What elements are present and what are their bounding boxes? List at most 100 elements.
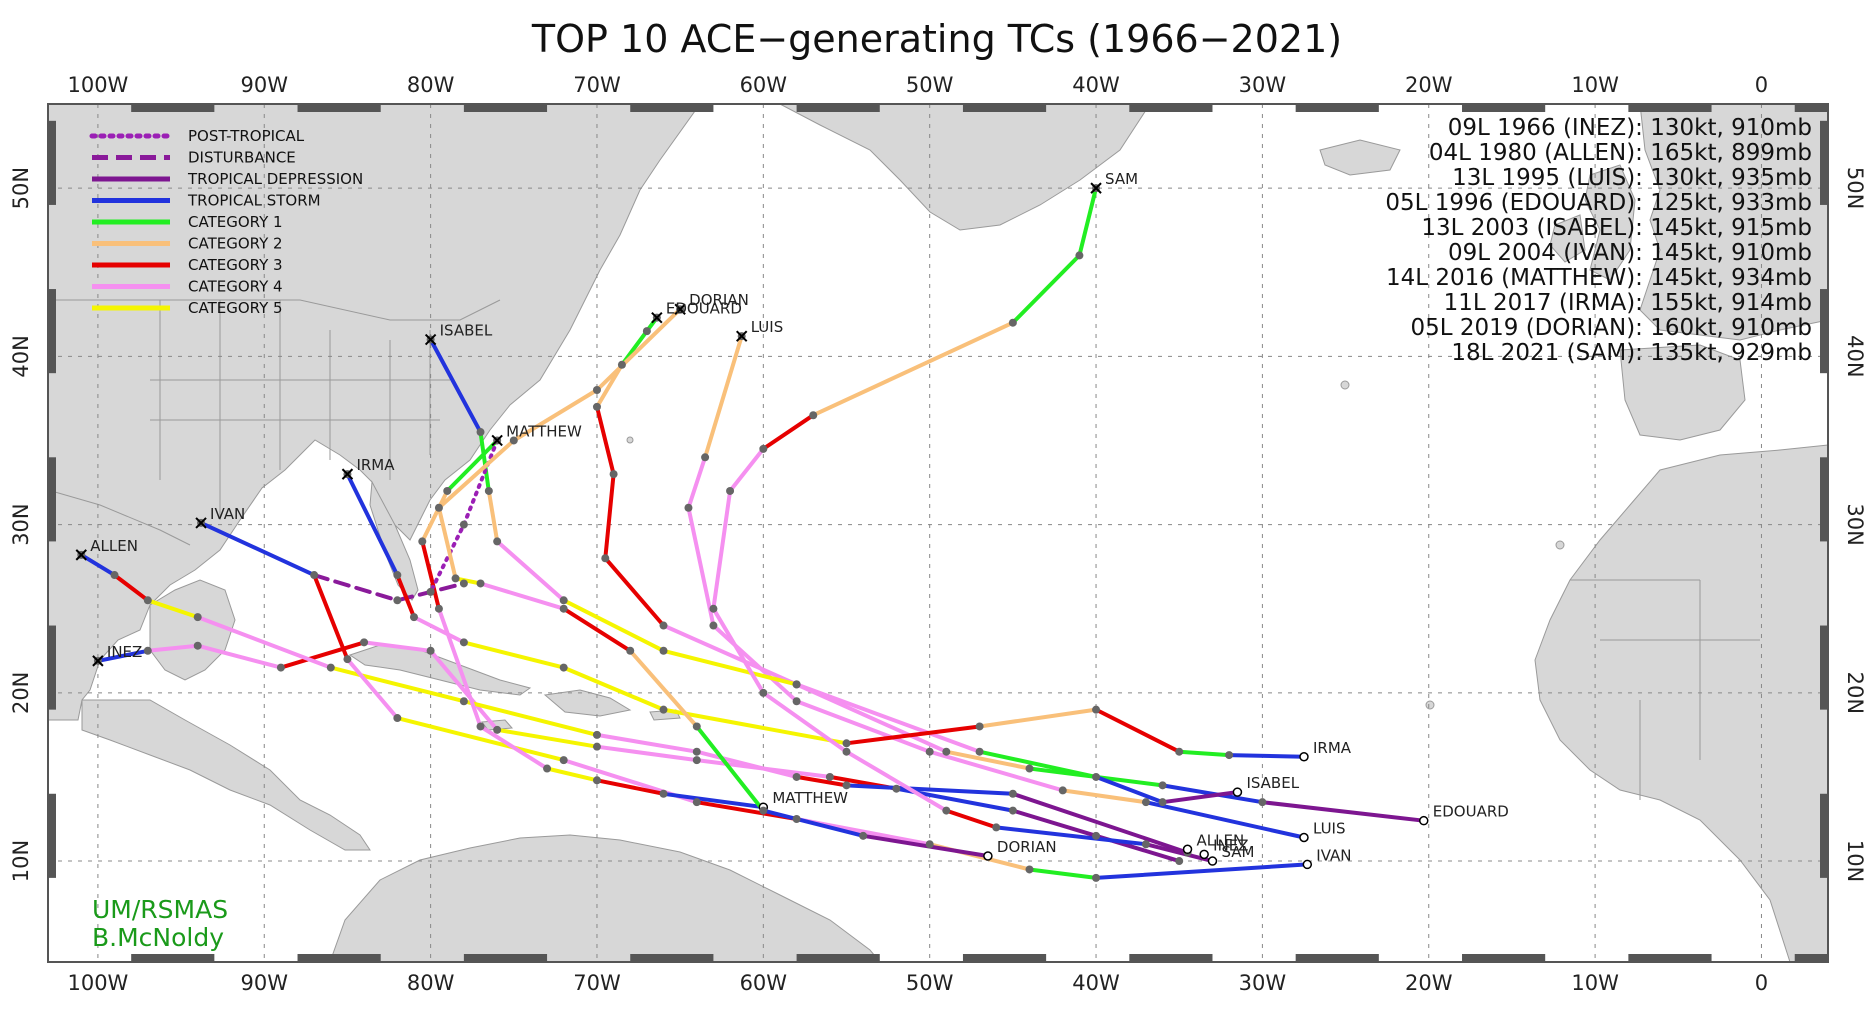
track-segment-td xyxy=(1010,791,1190,855)
track-point xyxy=(1008,806,1017,815)
frame-band-bottom-9 xyxy=(796,954,880,963)
frame-band-top-19 xyxy=(1628,103,1712,112)
frame-band-top-13 xyxy=(1129,103,1213,112)
track-segment-c4 xyxy=(495,539,566,603)
track-segment-ts xyxy=(844,783,1015,796)
greenland xyxy=(779,104,1151,231)
track-point xyxy=(1075,251,1084,260)
frame-band-top-5 xyxy=(463,103,548,112)
track-point xyxy=(659,646,668,655)
track-point xyxy=(709,604,718,613)
frame-band-left-3 xyxy=(47,625,56,710)
track-segment-td xyxy=(1143,842,1215,864)
lon-tick-top-10: 0 xyxy=(1755,73,1768,97)
dissipation-marker-inez xyxy=(92,655,104,667)
track-segment-td xyxy=(1160,790,1240,805)
dissipation-marker-allen xyxy=(75,549,87,561)
lat-tick-left-4: 50N xyxy=(9,167,33,209)
frame-band-top-3 xyxy=(297,103,381,112)
track-point xyxy=(792,697,801,706)
storm-label-start-luis: LUIS xyxy=(1313,820,1346,838)
track-segment-c3 xyxy=(595,404,666,628)
track-segment-c3 xyxy=(794,774,849,788)
frame-band-left-9 xyxy=(47,120,56,205)
track-segment-ts xyxy=(994,825,1148,847)
track-point xyxy=(1225,751,1234,760)
dissipation-marker-sam xyxy=(1090,182,1102,194)
track-segment-c2 xyxy=(944,749,1032,771)
frame-band-bottom-19 xyxy=(1628,954,1712,963)
track-point xyxy=(1258,798,1267,807)
lon-tick-bottom-8: 20W xyxy=(1405,971,1453,995)
track-point xyxy=(343,655,352,664)
track-segment-td xyxy=(1260,800,1426,823)
lat-tick-left-0: 10N xyxy=(9,840,33,882)
track-segment-ts xyxy=(1227,753,1306,759)
track-point xyxy=(493,725,502,734)
summary-line-0: 09L 1966 (INEZ): 130kt, 910mb xyxy=(1448,115,1812,141)
summary-line-9: 18L 2021 (SAM): 135kt, 929mb xyxy=(1451,340,1812,366)
credit-author: B.McNoldy xyxy=(92,923,224,952)
track-segment-c1 xyxy=(1177,749,1232,758)
lat-tick-right-2: 30N xyxy=(1843,503,1867,545)
track-segment-c4 xyxy=(686,455,1065,793)
track-point xyxy=(842,747,851,756)
lon-tick-top-9: 10W xyxy=(1571,73,1619,97)
frame-band-left-1 xyxy=(47,793,56,878)
track-point xyxy=(642,327,651,336)
track-point xyxy=(1008,789,1017,798)
track-segment-c1 xyxy=(478,430,491,493)
storm-label-start-sam: SAM xyxy=(1221,843,1254,861)
storm-label-end-inez: INEZ xyxy=(107,643,142,661)
track-point xyxy=(975,747,984,756)
track-point xyxy=(493,537,502,546)
genesis-marker-luis xyxy=(1299,832,1309,843)
frame-band-top-9 xyxy=(796,103,880,112)
cape-verde xyxy=(1425,700,1435,710)
storm-label-end-irma: IRMA xyxy=(356,456,395,474)
storm-track-irma xyxy=(345,472,1306,759)
storm-label-start-ivan: IVAN xyxy=(1316,846,1351,864)
track-point xyxy=(434,503,443,512)
track-segment-c3 xyxy=(112,573,150,603)
genesis-marker-sam xyxy=(1207,856,1218,866)
legend-label-1: DISTURBANCE xyxy=(188,149,296,167)
frame-band-top-17 xyxy=(1462,103,1546,112)
africa-borders xyxy=(1570,579,1760,800)
track-point xyxy=(476,428,485,437)
lon-tick-top-3: 70W xyxy=(573,73,621,97)
track-point xyxy=(434,604,443,613)
track-point xyxy=(792,680,801,689)
lon-tick-bottom-7: 30W xyxy=(1239,971,1287,995)
track-point xyxy=(925,840,934,849)
hispaniola xyxy=(543,689,632,717)
legend: POST-TROPICAL DISTURBANCE TROPICAL DEPRESS… xyxy=(89,127,363,317)
storm-labels: INEZINEZALLENALLENLUISLUISEDOUARDEDOUARD… xyxy=(90,170,1509,864)
genesis-marker-allen xyxy=(1182,844,1193,855)
track-segment-c2 xyxy=(811,320,1015,418)
track-segment-c3 xyxy=(595,778,666,796)
storm-label-start-edouard: EDOUARD xyxy=(1433,803,1509,821)
track-segment-c4 xyxy=(345,657,400,721)
track-point xyxy=(1092,873,1101,882)
track-segment-c1 xyxy=(1027,867,1098,880)
frame-band-top-21 xyxy=(1794,103,1828,112)
track-segment-c4 xyxy=(195,615,333,670)
track-point xyxy=(792,772,801,781)
dissipation-marker-matthew xyxy=(491,434,503,447)
storm-label-end-sam: SAM xyxy=(1105,170,1138,188)
track-point xyxy=(360,638,369,647)
summary-line-5: 09L 2004 (IVAN): 145kt, 910mb xyxy=(1448,240,1812,266)
track-segment-ts xyxy=(345,472,400,578)
iberia xyxy=(1619,344,1746,441)
track-point xyxy=(1158,798,1167,807)
track-segment-c5 xyxy=(495,727,599,749)
track-point xyxy=(601,554,610,563)
storm-label-start-dorian: DORIAN xyxy=(997,838,1057,856)
track-point xyxy=(692,747,701,756)
track-point xyxy=(842,781,851,790)
canary-islands xyxy=(1555,540,1565,550)
track-segment-c2 xyxy=(1060,788,1148,805)
frame-band-bottom-7 xyxy=(630,954,714,963)
genesis-marker-inez xyxy=(1199,849,1209,860)
